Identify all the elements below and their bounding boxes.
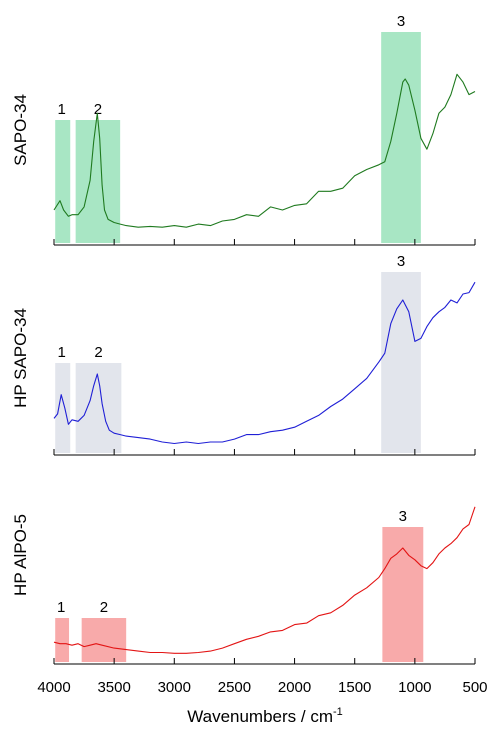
band-1	[55, 618, 70, 662]
spectrum-line	[53, 281, 476, 445]
panel-y-label: SAPO-34	[11, 94, 30, 166]
x-tick-label: 2000	[278, 679, 311, 696]
band-label-3: 3	[397, 13, 405, 30]
panel-y-label: HP AlPO-5	[11, 514, 30, 596]
x-tick-label: 2500	[218, 679, 251, 696]
x-tick-label: 3500	[97, 679, 130, 696]
band-label-3: 3	[397, 253, 405, 270]
chart-panels: 1 2 3 SAPO-34 1 2 3 HP SAPO-34 1 2 3 HP AlPO-5	[11, 13, 476, 665]
band-2	[75, 363, 122, 453]
band-3	[381, 32, 421, 243]
panel-y-label: HP SAPO-34	[11, 308, 30, 408]
x-tick-label: 500	[462, 679, 487, 696]
band-label-2: 2	[100, 599, 108, 616]
panel-3: 1 2 3 HP AlPO-5	[11, 506, 476, 665]
x-axis-label-superscript: -1	[333, 706, 343, 718]
band-label-1: 1	[58, 101, 66, 118]
band-3	[382, 527, 424, 662]
band-2	[81, 618, 127, 662]
x-tick-label: 1000	[398, 679, 431, 696]
band-1	[55, 120, 71, 243]
panel-1: 1 2 3 SAPO-34	[11, 13, 476, 246]
band-label-2: 2	[94, 101, 102, 118]
x-tick-label: 1500	[338, 679, 371, 696]
x-tick-label: 3000	[158, 679, 191, 696]
x-axis-label-text: Wavenumbers / cm	[187, 707, 333, 726]
spectrum-line	[53, 73, 476, 228]
band-2	[75, 120, 121, 243]
x-tick-label: 4000	[37, 679, 70, 696]
x-axis-label: Wavenumbers / cm-1	[187, 706, 343, 726]
band-label-1: 1	[57, 599, 65, 616]
spectrum-line	[53, 506, 476, 654]
band-1	[55, 363, 71, 453]
band-label-1: 1	[58, 344, 66, 361]
panel-2: 1 2 3 HP SAPO-34	[11, 253, 476, 456]
band-3	[381, 272, 421, 453]
x-axis: 4000 3500 3000 2500 2000 1500 1000 500	[37, 679, 487, 696]
band-label-2: 2	[94, 344, 102, 361]
band-label-3: 3	[399, 508, 407, 525]
